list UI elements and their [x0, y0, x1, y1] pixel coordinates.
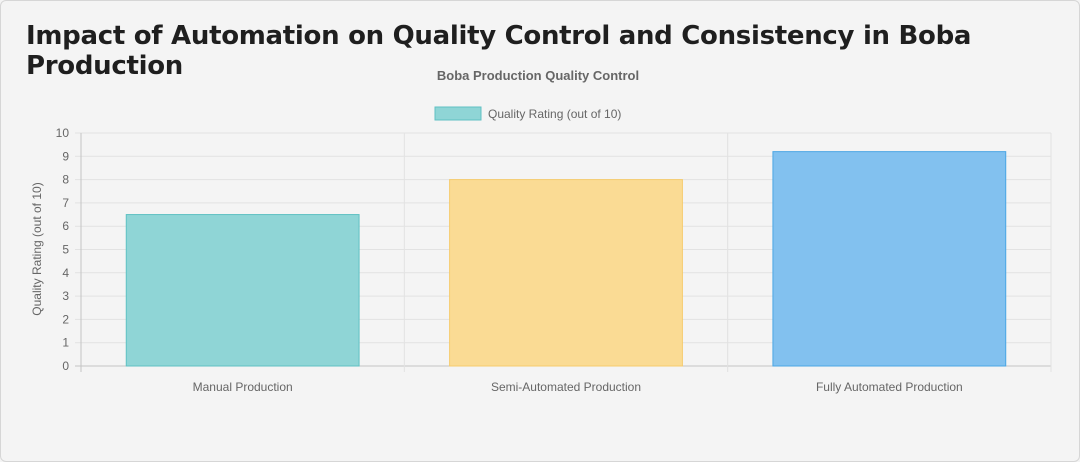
- y-tick-label: 2: [62, 312, 69, 326]
- chart-title: Boba Production Quality Control: [437, 68, 639, 83]
- x-tick-label: Fully Automated Production: [816, 380, 963, 394]
- x-tick-label: Manual Production: [193, 380, 293, 394]
- y-tick-label: 6: [62, 219, 69, 233]
- x-tick-label: Semi-Automated Production: [491, 380, 641, 394]
- y-tick-label: 10: [56, 126, 70, 140]
- page-title: Impact of Automation on Quality Control …: [26, 21, 972, 81]
- y-axis-label: Quality Rating (out of 10): [30, 182, 44, 315]
- bar-semi-automated-production[interactable]: [449, 179, 683, 367]
- y-tick-label: 8: [62, 173, 69, 187]
- y-tick-label: 0: [62, 359, 69, 373]
- legend[interactable]: Quality Rating (out of 10): [434, 106, 621, 121]
- y-tick-label: 3: [62, 289, 69, 303]
- bars: [125, 151, 1007, 367]
- y-axis: 0 1 2 3 4 5 6 7 8 9 10: [56, 126, 70, 373]
- y-tick-label: 1: [62, 336, 69, 350]
- y-tick-label: 7: [62, 196, 69, 210]
- x-axis: Manual Production Semi-Automated Producti…: [193, 380, 963, 394]
- y-tick-label: 5: [62, 243, 69, 257]
- legend-swatch: [434, 106, 482, 121]
- y-tick-label: 9: [62, 149, 69, 163]
- y-tick-label: 4: [62, 266, 69, 280]
- bar-manual-production[interactable]: [125, 214, 360, 367]
- bar-fully-automated-production[interactable]: [772, 151, 1007, 367]
- legend-label: Quality Rating (out of 10): [488, 107, 621, 121]
